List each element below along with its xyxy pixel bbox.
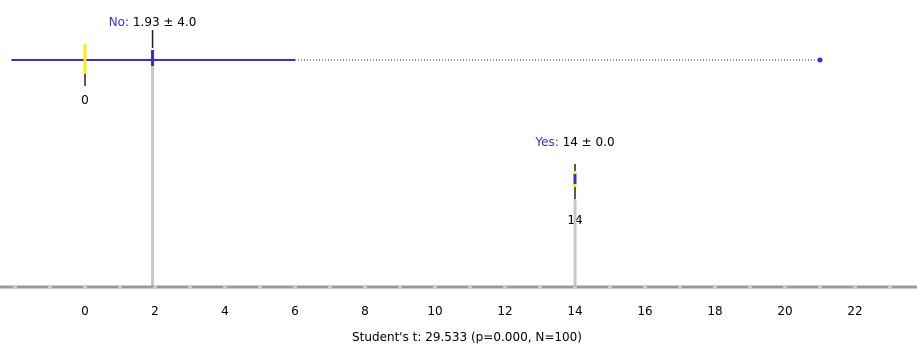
- group-mean-sd: 1.93 ± 4.0: [133, 15, 197, 29]
- x-tick-label: 22: [847, 304, 862, 318]
- x-tick-label: 8: [361, 304, 369, 318]
- x-tick-label: 6: [291, 304, 299, 318]
- group-mean-label: Yes: 14 ± 0.0: [534, 135, 614, 149]
- group-mean-sd: 14 ± 0.0: [563, 135, 615, 149]
- group-mean-label: No: 1.93 ± 4.0: [109, 15, 197, 29]
- group-row-no: No: 1.93 ± 4.0 0: [11, 15, 823, 107]
- x-tick-label: 10: [427, 304, 442, 318]
- max-point: [817, 57, 823, 63]
- x-tick-label: 14: [567, 304, 582, 318]
- x-tick-label: 18: [707, 304, 722, 318]
- group-name: No:: [109, 15, 133, 29]
- x-tick-label: 4: [221, 304, 229, 318]
- x-tick-label: 12: [497, 304, 512, 318]
- x-tick-label: 0: [81, 304, 89, 318]
- x-tick-label: 16: [637, 304, 652, 318]
- median-value-label: 0: [81, 93, 89, 107]
- test-statistic-label: Student's t: 29.533 (p=0.000, N=100): [352, 330, 582, 344]
- x-tick-label: 2: [151, 304, 159, 318]
- x-tick-label: 20: [777, 304, 792, 318]
- group-name: Yes:: [534, 135, 562, 149]
